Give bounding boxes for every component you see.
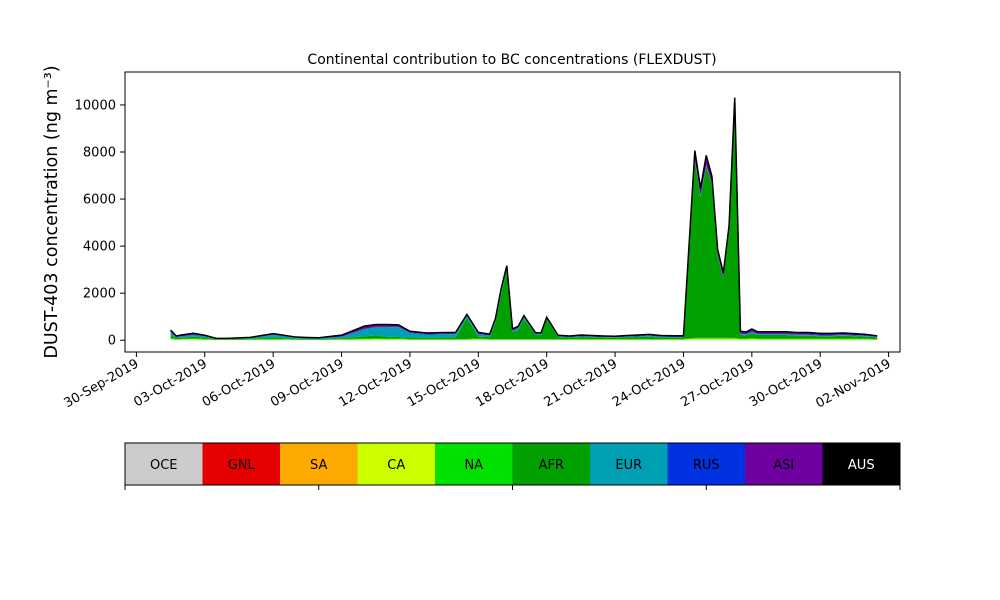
x-tick-label: 30-Sep-2019 — [62, 356, 142, 411]
legend-label-asi: ASI — [773, 458, 794, 473]
legend-swatch-ca — [357, 443, 436, 485]
legend-label-ca: CA — [387, 458, 405, 473]
legend-swatch-oce — [125, 443, 203, 485]
x-tick-label: 02-Nov-2019 — [813, 356, 893, 411]
legend-swatch-aus — [822, 443, 901, 485]
area-eur — [170, 106, 878, 340]
legend-swatch-eur — [590, 443, 668, 485]
y-tick-label: 10000 — [75, 98, 116, 113]
x-tick-label: 21-Oct-2019 — [542, 356, 620, 410]
y-axis-label: DUST-403 concentration (ng m⁻³) — [42, 65, 62, 358]
legend-label-oce: OCE — [150, 458, 178, 473]
x-tick-label: 18-Oct-2019 — [473, 356, 551, 410]
y-tick-label: 2000 — [83, 287, 116, 302]
legend-label-rus: RUS — [693, 458, 720, 473]
legend-swatch-asi — [745, 443, 823, 485]
y-tick-label: 4000 — [83, 240, 116, 255]
area-aus — [170, 97, 878, 339]
x-axis: 30-Sep-201903-Oct-201906-Oct-201909-Oct-… — [62, 352, 894, 411]
area-rus — [170, 105, 878, 339]
y-tick-label: 6000 — [83, 193, 116, 208]
x-tick-label: 03-Oct-2019 — [131, 356, 209, 410]
y-axis: 0 2000 4000 6000 8000 10000 — [75, 98, 125, 349]
area-na — [170, 337, 878, 340]
legend-ticks — [124, 485, 901, 490]
legend-label-sa: SA — [310, 458, 327, 473]
legend-label-aus: AUS — [848, 458, 875, 473]
legend-swatch-na — [435, 443, 513, 485]
x-tick-label: 30-Oct-2019 — [747, 356, 825, 410]
stacked-areas — [170, 97, 878, 341]
legend-swatch-gnl — [202, 443, 281, 485]
legend-label-afr: AFR — [539, 458, 564, 473]
legend-label-gnl: GNL — [228, 458, 256, 473]
x-tick-label: 27-Oct-2019 — [678, 356, 756, 410]
legend-swatch-rus — [667, 443, 746, 485]
legend-label-na: NA — [464, 458, 483, 473]
y-tick-label: 8000 — [83, 146, 116, 161]
chart-title: Continental contribution to BC concentra… — [307, 52, 716, 68]
x-tick-label: 24-Oct-2019 — [610, 356, 688, 410]
area-afr — [170, 107, 878, 340]
legend-label-eur: EUR — [615, 458, 642, 473]
total-line — [170, 97, 878, 340]
y-tick-label: 0 — [108, 334, 116, 349]
legend-swatch-afr — [512, 443, 591, 485]
x-tick-label: 15-Oct-2019 — [405, 356, 483, 410]
area-asi — [170, 97, 878, 339]
legend-colorbar: OCE GNL SA CA NA AFR EUR RUS ASI AUS — [125, 443, 901, 485]
total-line-layer — [170, 97, 878, 340]
area-ca — [170, 338, 878, 341]
x-tick-label: 06-Oct-2019 — [200, 356, 278, 410]
x-tick-label: 09-Oct-2019 — [268, 356, 346, 410]
legend-swatch-sa — [280, 443, 358, 485]
area-oce — [170, 339, 878, 341]
x-tick-label: 12-Oct-2019 — [337, 356, 415, 410]
plot-frame — [124, 71, 901, 353]
